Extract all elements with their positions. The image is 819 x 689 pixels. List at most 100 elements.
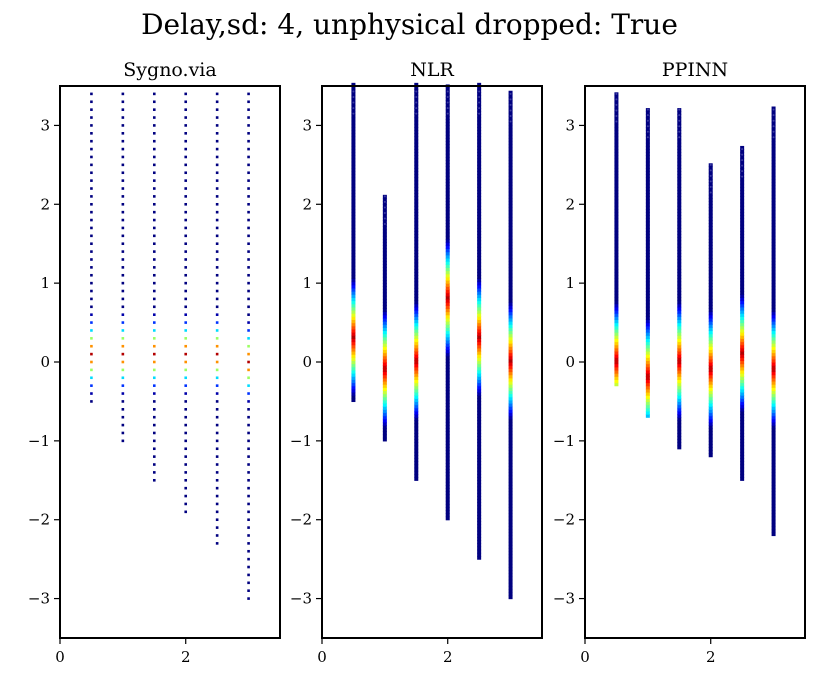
data-column <box>614 92 619 387</box>
data-point <box>677 391 682 396</box>
data-point <box>477 486 482 491</box>
data-point <box>771 141 776 145</box>
data-point <box>740 180 745 185</box>
data-point <box>708 412 713 417</box>
data-point <box>445 302 450 306</box>
data-point <box>614 161 619 166</box>
data-point <box>477 511 482 516</box>
data-point <box>615 92 618 95</box>
data-point <box>677 303 682 308</box>
data-point <box>771 298 776 303</box>
data-point <box>445 516 450 521</box>
data-point <box>351 145 356 150</box>
data-point <box>614 142 619 147</box>
data-point <box>771 213 776 218</box>
data-point <box>477 278 482 283</box>
data-point <box>645 174 650 179</box>
data-point <box>351 243 356 248</box>
data-point <box>414 142 419 147</box>
data-point <box>677 240 682 245</box>
data-point <box>508 403 513 407</box>
data-point <box>614 95 619 100</box>
data-point <box>215 431 219 435</box>
data-point <box>215 408 219 411</box>
data-point <box>771 336 776 341</box>
data-point <box>677 205 682 210</box>
data-point <box>508 579 513 584</box>
data-point <box>247 573 250 577</box>
data-point <box>771 283 776 287</box>
data-point <box>771 289 776 294</box>
data-point <box>477 461 482 466</box>
data-point <box>645 246 650 251</box>
y-tick-label: 0 <box>565 353 575 371</box>
data-point <box>614 152 619 156</box>
data-point <box>184 108 188 111</box>
data-point <box>247 510 250 514</box>
data-point <box>184 187 188 190</box>
data-point <box>508 387 513 391</box>
data-point <box>740 234 745 239</box>
data-point <box>771 503 776 508</box>
data-point <box>645 215 650 220</box>
data-point <box>90 202 93 206</box>
data-point <box>677 196 682 201</box>
data-point <box>677 322 682 327</box>
data-point <box>477 489 482 494</box>
data-point <box>740 467 745 472</box>
data-point <box>740 335 745 339</box>
data-point <box>382 229 387 234</box>
data-point <box>677 407 682 412</box>
data-point <box>771 431 776 436</box>
x-tick-label: 2 <box>181 648 191 666</box>
data-point <box>382 286 387 291</box>
data-point <box>477 530 482 535</box>
data-point <box>645 256 650 261</box>
data-point <box>90 305 93 309</box>
data-point <box>351 253 356 257</box>
data-point <box>152 471 156 474</box>
data-point <box>445 226 450 231</box>
data-point <box>184 226 188 230</box>
data-point <box>445 257 450 262</box>
data-point <box>771 232 776 237</box>
data-point <box>414 316 419 321</box>
data-point <box>740 246 745 251</box>
data-point <box>645 161 650 166</box>
data-point <box>614 101 619 106</box>
data-column <box>740 145 745 481</box>
data-point <box>90 337 93 340</box>
data-point <box>740 183 745 188</box>
data-point <box>446 101 449 104</box>
data-point <box>247 195 250 198</box>
data-point <box>247 360 250 364</box>
data-point <box>414 332 419 336</box>
data-point <box>477 508 482 513</box>
data-point <box>215 139 219 143</box>
data-point <box>445 286 450 291</box>
data-point <box>508 302 513 306</box>
data-point <box>382 238 387 243</box>
data-point <box>247 329 250 332</box>
data-point <box>477 212 482 216</box>
data-point <box>708 169 713 174</box>
data-point <box>614 319 619 324</box>
data-point <box>740 265 745 270</box>
data-point <box>215 132 219 135</box>
y-tick-label: 2 <box>565 195 575 213</box>
data-point <box>445 327 450 332</box>
data-point <box>677 111 682 115</box>
data-point <box>477 262 482 267</box>
data-point <box>771 150 776 155</box>
data-point <box>445 349 450 354</box>
data-point <box>508 450 513 455</box>
data-point <box>382 387 387 391</box>
data-point <box>509 120 512 123</box>
data-point <box>677 265 682 270</box>
data-point <box>477 253 482 257</box>
data-point <box>508 201 513 205</box>
data-point <box>351 300 356 305</box>
data-point <box>414 464 419 469</box>
data-point <box>152 305 156 309</box>
data-point <box>646 119 649 122</box>
